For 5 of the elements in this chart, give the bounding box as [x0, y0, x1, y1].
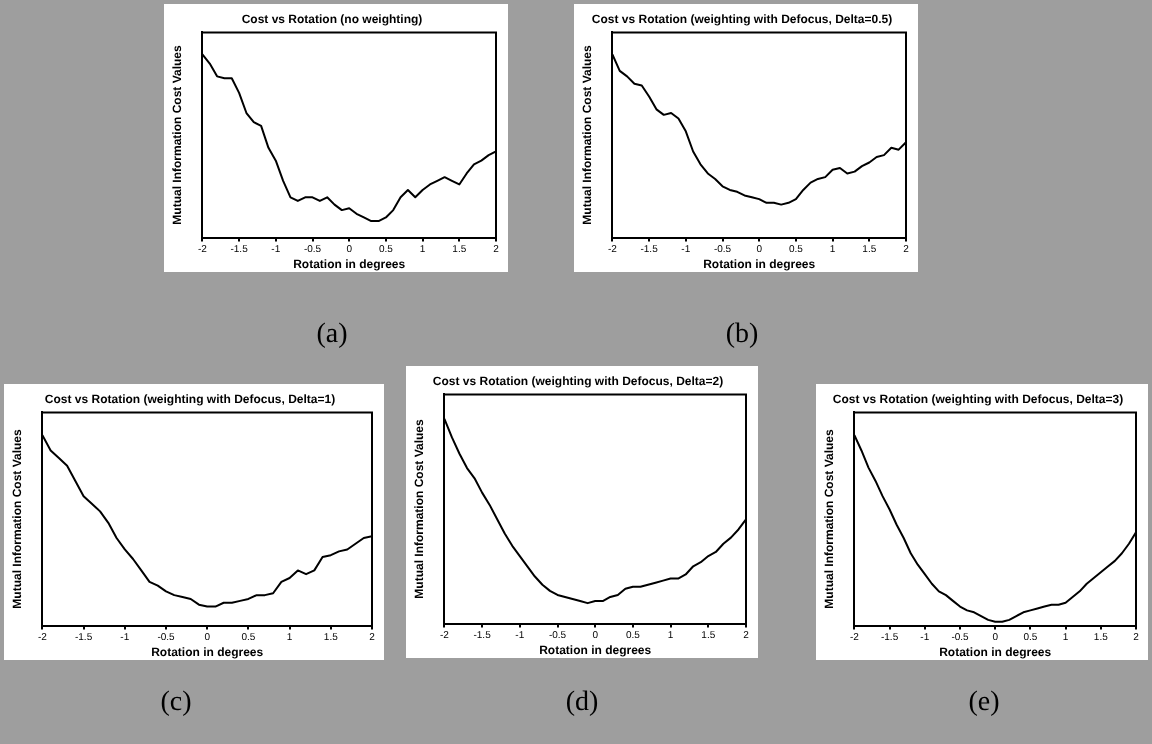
text: (a) [314, 320, 350, 352]
text: (c) [158, 688, 194, 720]
text: (e) [966, 688, 1002, 720]
text: (b) [723, 320, 761, 352]
text: (d) [563, 688, 601, 720]
